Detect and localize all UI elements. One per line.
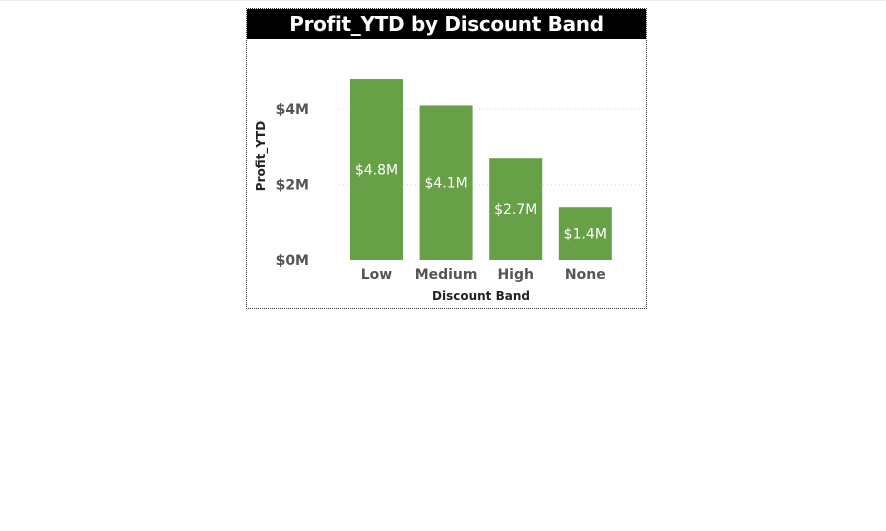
y-tick-label: $4M — [276, 102, 309, 118]
x-axis-ticks: Low Medium High None — [361, 267, 606, 283]
y-tick-label: $2M — [276, 178, 309, 194]
x-tick-label: Medium — [415, 267, 478, 283]
data-label: $1.4M — [564, 227, 607, 243]
y-axis-title: Profit_YTD — [254, 121, 269, 191]
data-label: $2.7M — [494, 202, 537, 218]
chart-title: Profit_YTD by Discount Band — [247, 9, 646, 39]
chart-visual[interactable]: Profit_YTD by Discount Band $0M $2M $4M $4… — [246, 8, 647, 309]
bars — [350, 79, 612, 261]
bar-medium[interactable] — [419, 105, 473, 261]
x-axis-title: Discount Band — [432, 289, 530, 303]
gridlines — [339, 108, 642, 186]
data-label: $4.8M — [355, 163, 398, 179]
bar-none[interactable] — [558, 207, 612, 260]
y-tick-label: $0M — [276, 253, 309, 269]
bar-high[interactable] — [489, 158, 543, 260]
top-divider — [0, 0, 886, 1]
bar-low[interactable] — [350, 79, 403, 260]
data-labels: $4.8M $4.1M $2.7M $1.4M — [355, 163, 607, 243]
x-tick-label: None — [565, 267, 606, 283]
x-tick-label: High — [497, 267, 534, 283]
data-label: $4.1M — [424, 176, 467, 192]
bar-chart-svg: $0M $2M $4M $4.8M $4.1M $2.7M $1.4M Low Medium… — [254, 79, 642, 303]
y-axis-ticks: $0M $2M $4M — [276, 102, 309, 269]
x-tick-label: Low — [361, 267, 393, 283]
